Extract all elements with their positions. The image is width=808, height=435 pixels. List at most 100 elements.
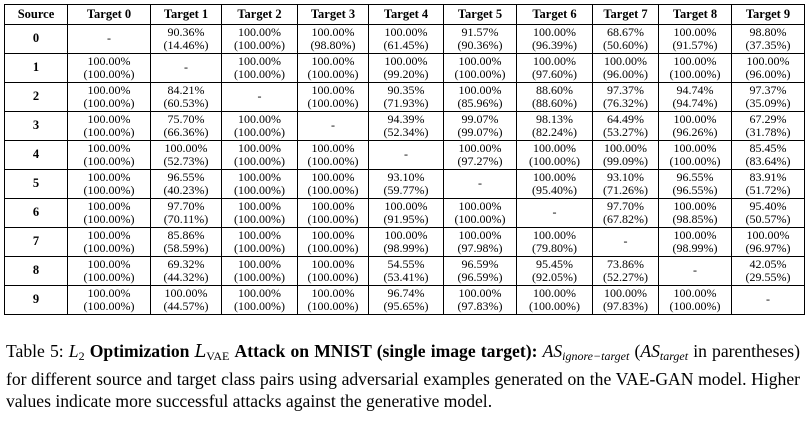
as-target-value: (97.60%) xyxy=(532,67,577,81)
as-ignore-target-value: 100.00% xyxy=(458,227,502,242)
as-target-value: (82.24%) xyxy=(532,125,577,139)
as-target-value: (91.57%) xyxy=(672,38,718,52)
as-ignore-target-value: 100.00% xyxy=(87,82,131,97)
source-cell: 1 xyxy=(4,53,68,83)
value-cell: 67.29% (31.78%) xyxy=(731,111,805,141)
as-target-value: (90.36%) xyxy=(457,38,503,52)
as-target-value: (100.00%) xyxy=(234,125,285,139)
table-row: 9 100.00% (100.00%) 100.00% (44.57%) 100.00%(… xyxy=(4,285,805,315)
as-target-value: (79.80%) xyxy=(532,241,577,255)
value-cell: 93.10% (59.77%) xyxy=(368,169,444,199)
as-ignore-target-value: 100.00% xyxy=(311,256,355,271)
source-cell: 2 xyxy=(4,82,68,112)
as-ignore-target-value: 100.00% xyxy=(458,82,502,97)
value-cell: 100.00% (100.00%) xyxy=(221,53,298,83)
as-target-value: (52.73%) xyxy=(163,154,209,168)
value-cell: 64.49% (53.27%) xyxy=(592,111,659,141)
value-cell: 100.00% (79.80%) xyxy=(516,227,593,257)
as-ignore-target-value: 100.00% xyxy=(673,285,717,300)
table-caption: Table 5: L2 Optimization LVAE Attack on … xyxy=(6,341,800,411)
as-ignore-target-value: 100.00% xyxy=(238,285,281,300)
value-cell: 100.00% (100.00%) xyxy=(67,227,151,257)
as-target-value: (91.95%) xyxy=(383,212,429,226)
as-target-value: (70.11%) xyxy=(163,212,209,226)
as-ignore-target-value: 100.00% xyxy=(87,111,131,126)
value-cell: 100.00% (52.73%) xyxy=(150,140,222,170)
as-ignore-target-value: 100.00% xyxy=(238,169,281,184)
header-row: Source Target 0 Target 1 Target 2 Target 3 Ta… xyxy=(4,4,805,25)
value-cell: 100.00% (97.27%) xyxy=(443,140,517,170)
as-ignore-target-value: 100.00% xyxy=(238,198,281,213)
as-target-value: (14.46%) xyxy=(163,38,209,52)
as-target-value: (95.65%) xyxy=(383,299,429,313)
value-cell: 100.00% (100.00%) xyxy=(297,198,369,228)
as-ignore-target-value: 69.32% xyxy=(167,256,205,271)
as-target-value: (44.57%) xyxy=(163,299,209,313)
as-target-value: (96.55%) xyxy=(672,183,718,197)
value-cell: 100.00% (99.20%) xyxy=(368,53,444,83)
as-ignore-target-value: 100.00% xyxy=(533,53,576,68)
as-ignore-target-value: 100.00% xyxy=(458,140,502,155)
as-ignore-target-value: 100.00% xyxy=(533,227,576,242)
as-ignore-target-value: 90.35% xyxy=(387,82,425,97)
value-cell: 100.00% (100.00%) xyxy=(658,140,732,170)
header-source: Source xyxy=(4,4,68,25)
table-row: 8 100.00% (100.00%) 69.32% (44.32%) 100.00% (1… xyxy=(4,256,805,286)
as-ignore-target-value: 100.00% xyxy=(238,227,281,242)
as-target-value: (100.00%) xyxy=(454,212,506,226)
as-target-value: (100.00%) xyxy=(307,183,359,197)
as-ignore-target-value: 98.13% xyxy=(536,111,573,126)
value-cell: 100.00% (91.95%) xyxy=(368,198,444,228)
header-target-2: Target 2 xyxy=(221,4,298,25)
as-ignore-target-value: 100.00% xyxy=(87,140,131,155)
empty-marker: - xyxy=(184,60,188,75)
as-target-value: (98.99%) xyxy=(383,241,429,255)
as-ignore-target-value: 100.00% xyxy=(311,24,355,39)
value-cell: 100.00% (100.00%) xyxy=(67,111,151,141)
as-ignore-target-value: 64.49% xyxy=(607,111,644,126)
as-target-value: (100.00%) xyxy=(83,212,135,226)
value-cell: 100.00% (100.00%) xyxy=(516,285,593,315)
as-target-value: (100.00%) xyxy=(83,241,135,255)
value-cell: 99.07% (99.07%) xyxy=(443,111,517,141)
value-cell: 96.55% (96.55%) xyxy=(658,169,732,199)
as-ignore-target-value: 100.00% xyxy=(384,227,428,242)
value-cell: - xyxy=(368,140,444,170)
source-cell: 3 xyxy=(4,111,68,141)
as-target-value: (99.20%) xyxy=(383,67,429,81)
as-target-value: (31.78%) xyxy=(745,125,791,139)
value-cell: 100.00% (100.00%) xyxy=(67,53,151,83)
value-cell: 100.00% (61.45%) xyxy=(368,24,444,54)
as-ignore-target-value: 100.00% xyxy=(533,285,576,300)
as-ignore-target-value: 100.00% xyxy=(384,198,428,213)
source-cell: 5 xyxy=(4,169,68,199)
value-cell: 85.45% (83.64%) xyxy=(731,140,805,170)
as-ignore-target-value: 100.00% xyxy=(384,53,428,68)
value-cell: 90.35% (71.93%) xyxy=(368,82,444,112)
value-cell: 95.45% (92.05%) xyxy=(516,256,593,286)
as-ignore-target-value: 88.60% xyxy=(536,82,573,97)
value-cell: 100.00% (100.00%) xyxy=(221,111,298,141)
as-target-value: (29.55%) xyxy=(745,270,791,284)
value-cell: 97.70% (67.82%) xyxy=(592,198,659,228)
value-cell: 100.00% (100.00%) xyxy=(67,169,151,199)
as-target-value: (40.23%) xyxy=(163,183,209,197)
as-ignore-target-value: 100.00% xyxy=(311,53,355,68)
caption-bold-optimization: Optimization xyxy=(89,341,190,361)
as-target-value: (58.59%) xyxy=(163,241,209,255)
table-row: 4 100.00% (100.00%) 100.00% (52.73%) 100.00%(… xyxy=(4,140,805,170)
as-target-value: (52.34%) xyxy=(383,125,429,139)
as-ignore-target-value: 97.37% xyxy=(749,82,787,97)
as-target-value: (100.00%) xyxy=(83,299,135,313)
as-ignore-target-value: 100.00% xyxy=(87,285,131,300)
as-target-value: (100.00%) xyxy=(234,154,285,168)
value-cell: 96.59% (96.59%) xyxy=(443,256,517,286)
as-target-value: (100.00%) xyxy=(307,241,359,255)
as-ignore-target-value: 68.67% xyxy=(607,24,644,39)
as-ignore-target-value: 100.00% xyxy=(533,24,576,39)
as-target-value: (100.00%) xyxy=(234,299,285,313)
value-cell: 100.00% (100.00%) xyxy=(221,140,298,170)
value-cell: 83.91% (51.72%) xyxy=(731,169,805,199)
value-cell: 69.32% (44.32%) xyxy=(150,256,222,286)
as-ignore-target-value: 100.00% xyxy=(238,140,281,155)
